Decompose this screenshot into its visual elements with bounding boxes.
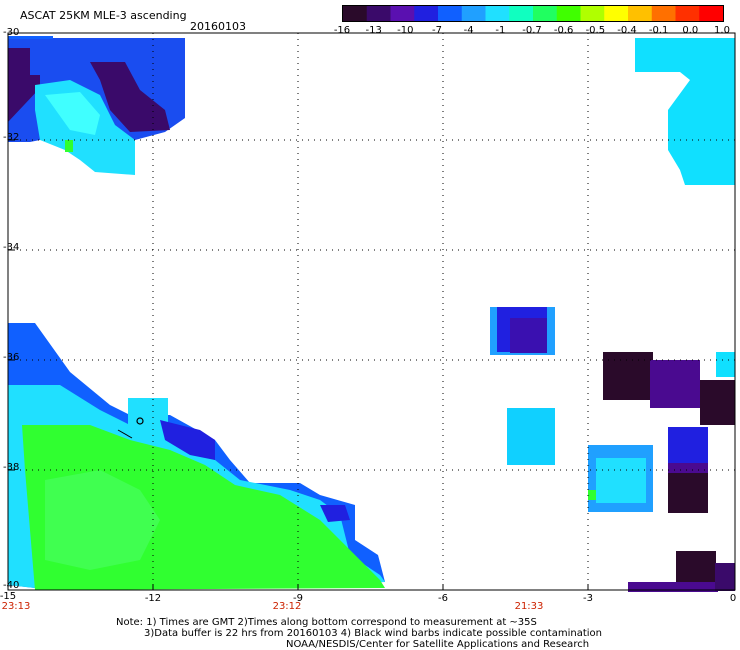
- colorbar-tick-label: -0.4: [617, 25, 637, 36]
- note-line-1: Note: 1) Times are GMT 2)Times along bot…: [116, 617, 537, 628]
- colorbar-tick-label: -7: [432, 25, 442, 36]
- colorbar-swatch: [580, 6, 605, 21]
- colorbar-swatch: [509, 6, 534, 21]
- colorbar-swatch: [414, 6, 439, 21]
- xlabel-3: -6: [438, 593, 448, 604]
- colorbar-tick-label: -1: [495, 25, 506, 36]
- colorbar-swatch: [390, 6, 415, 21]
- colorbar: [342, 5, 724, 22]
- colorbar-tick-label: -10: [397, 25, 414, 36]
- colorbar-tick-label: -0.5: [585, 25, 606, 36]
- se-cyan-box: [716, 352, 735, 377]
- se-green-cell: [588, 490, 596, 500]
- colorbar-tick-label: -0.1: [648, 25, 669, 36]
- colorbar-swatch: [556, 6, 582, 21]
- nw-swath-green: [65, 140, 73, 152]
- colorbar-swatch: [651, 6, 677, 21]
- wind-barb: [117, 429, 133, 439]
- colorbar-ticks: -16 -13 -10 -7 -4 -1 -0.7 -0.6 -0.5 -0.4 -0.1 0.0 1.…: [334, 25, 730, 39]
- colorbar-swatch: [675, 6, 700, 21]
- se-cyan-grid-inner: [596, 458, 646, 503]
- se-dark-box-2: [700, 380, 735, 425]
- mid-east-cyan-box: [507, 408, 555, 465]
- se-purple-box-1: [650, 360, 700, 408]
- ylabel-0: -30: [3, 27, 20, 38]
- colorbar-swatch: [628, 6, 653, 21]
- xlabel-2: -9: [293, 593, 303, 604]
- colorbar-swatch: [485, 6, 510, 21]
- colorbar-swatch: [533, 6, 558, 21]
- xlabel-5: 0: [729, 593, 737, 604]
- note-line-2: 3)Data buffer is 22 hrs from 20160103 4)…: [144, 628, 602, 639]
- ylabel-1: -32: [3, 132, 20, 143]
- sw-swath-darkblue: [160, 420, 215, 460]
- sw-swath-cyan-box: [128, 398, 168, 433]
- nw-swath-cyan-light: [45, 92, 100, 135]
- ne-swath-cyan: [635, 38, 735, 185]
- colorbar-tick-label: -4: [463, 25, 474, 36]
- se-dark-box-5: [715, 563, 735, 591]
- nw-swath-blue-top: [8, 36, 53, 39]
- colorbar-tick-label: 1.0: [714, 25, 730, 36]
- colorbar-swatch: [366, 6, 392, 21]
- colorbar-tick-label: -0.6: [553, 25, 574, 36]
- nw-swath-dark-2: [90, 62, 170, 132]
- wind-barb-marker: [136, 417, 144, 425]
- ylabel-2: -34: [3, 242, 20, 253]
- ylabel-3: -36: [3, 352, 20, 363]
- colorbar-swatch: [604, 6, 629, 21]
- colorbar-tick-label: 0.0: [682, 25, 699, 36]
- sw-swath-green-light: [45, 470, 160, 570]
- colorbar-tick-label: -0.7: [522, 25, 542, 36]
- se-purple-strip-2: [628, 582, 718, 592]
- time-label-0: 23:13: [1, 601, 31, 612]
- ylabel-4: -38: [3, 462, 20, 473]
- plot-frame: [7, 32, 736, 591]
- map-date: 20160103: [190, 20, 246, 33]
- xlabel-0: -15: [0, 591, 17, 602]
- time-label-1: 23:12: [272, 601, 302, 612]
- colorbar-swatch: [438, 6, 463, 21]
- colorbar-tick-label: -13: [365, 25, 382, 36]
- ylabel-5: -40: [3, 580, 20, 591]
- note-line-3: NOAA/NESDIS/Center for Satellite Applica…: [286, 639, 590, 650]
- se-dark-box-1: [603, 352, 653, 400]
- colorbar-swatch: [461, 6, 487, 21]
- se-purple-strip: [668, 463, 708, 473]
- sw-swath-darkblue-2: [320, 505, 350, 522]
- xlabel-1: -12: [144, 593, 162, 604]
- xlabel-4: -3: [583, 593, 593, 604]
- tick-marks: [8, 139, 589, 590]
- colorbar-tick-label: -16: [333, 25, 351, 36]
- colorbar-swatch: [699, 6, 723, 21]
- map-title: ASCAT 25KM MLE-3 ascending: [20, 9, 187, 22]
- nw-swath-dark: [8, 48, 40, 122]
- time-label-2: 21:33: [514, 601, 544, 612]
- colorbar-swatch: [343, 6, 368, 21]
- mid-east-purple-box: [510, 318, 547, 353]
- data-regions: [8, 36, 735, 592]
